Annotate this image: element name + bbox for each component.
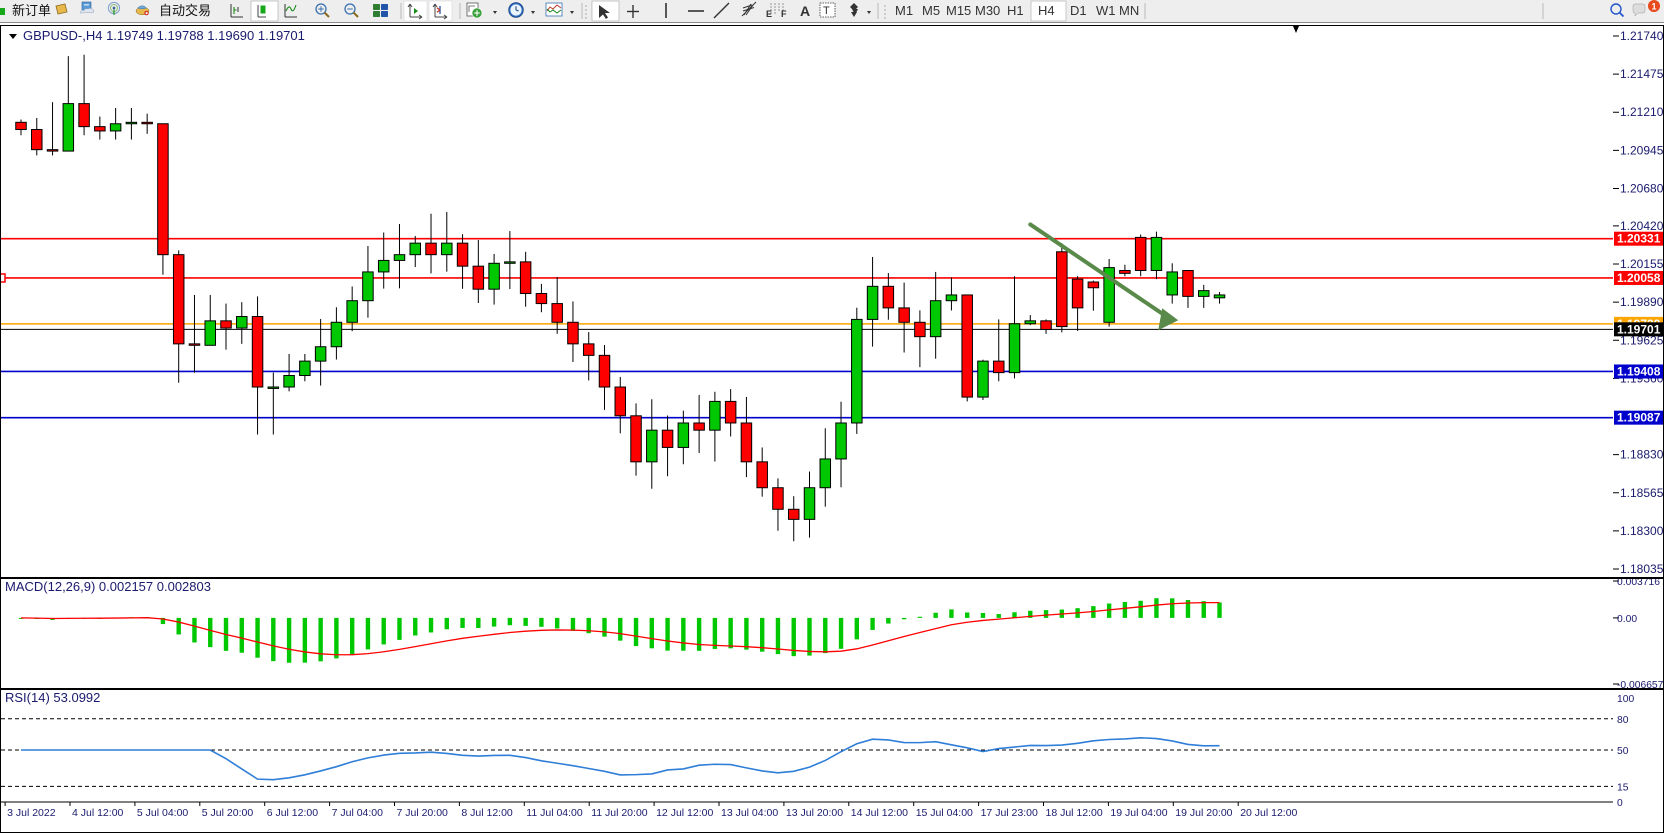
svg-text:M1: M1 (895, 3, 913, 18)
svg-text:1.21475: 1.21475 (1620, 67, 1664, 81)
svg-text:1.18035: 1.18035 (1620, 562, 1664, 576)
svg-text:M30: M30 (975, 3, 1000, 18)
svg-text:1.19701: 1.19701 (1617, 322, 1661, 336)
svg-text:100: 100 (1617, 694, 1634, 705)
svg-text:14 Jul 12:00: 14 Jul 12:00 (851, 807, 908, 819)
svg-text:0: 0 (1617, 798, 1623, 809)
svg-text:自动交易: 自动交易 (159, 3, 211, 18)
svg-text:1: 1 (1651, 2, 1656, 12)
svg-text:8 Jul 12:00: 8 Jul 12:00 (461, 807, 513, 819)
svg-text:1.18300: 1.18300 (1620, 524, 1664, 538)
svg-text:1.20331: 1.20331 (1617, 232, 1661, 246)
svg-text:T: T (823, 5, 830, 17)
svg-text:1.20680: 1.20680 (1620, 181, 1664, 195)
svg-text:新订单: 新订单 (12, 3, 51, 18)
svg-text:7 Jul 04:00: 7 Jul 04:00 (332, 807, 384, 819)
svg-text:MN: MN (1119, 3, 1139, 18)
svg-text:5 Jul 20:00: 5 Jul 20:00 (202, 807, 254, 819)
svg-text:M5: M5 (922, 3, 940, 18)
svg-text:11 Jul 04:00: 11 Jul 04:00 (526, 807, 583, 819)
svg-text:12 Jul 12:00: 12 Jul 12:00 (656, 807, 713, 819)
svg-text:1.20058: 1.20058 (1617, 271, 1661, 285)
svg-text:0.003716: 0.003716 (1617, 579, 1660, 588)
svg-text:M15: M15 (946, 3, 971, 18)
svg-text:RSI(14) 53.0992: RSI(14) 53.0992 (5, 690, 100, 705)
svg-text:-0.006657: -0.006657 (1617, 680, 1664, 689)
svg-text:7 Jul 20:00: 7 Jul 20:00 (397, 807, 449, 819)
svg-text:1.18565: 1.18565 (1620, 486, 1664, 500)
svg-text:H4: H4 (1038, 3, 1055, 18)
svg-text:19 Jul 20:00: 19 Jul 20:00 (1175, 807, 1232, 819)
svg-text:1.21210: 1.21210 (1620, 105, 1664, 119)
svg-text:50: 50 (1617, 746, 1629, 757)
svg-text:1.19087: 1.19087 (1617, 411, 1661, 425)
svg-text:F: F (781, 9, 787, 19)
svg-text:15 Jul 04:00: 15 Jul 04:00 (916, 807, 973, 819)
svg-text:11 Jul 20:00: 11 Jul 20:00 (591, 807, 648, 819)
svg-text:80: 80 (1617, 715, 1629, 726)
svg-text:15: 15 (1617, 782, 1629, 793)
svg-text:18 Jul 12:00: 18 Jul 12:00 (1046, 807, 1103, 819)
svg-text:W1: W1 (1096, 3, 1116, 18)
svg-text:1.19890: 1.19890 (1620, 295, 1664, 309)
svg-text:D1: D1 (1070, 3, 1087, 18)
svg-text:5 Jul 04:00: 5 Jul 04:00 (137, 807, 189, 819)
svg-text:1.18830: 1.18830 (1620, 448, 1664, 462)
svg-text:GBPUSD-,H4 1.19749 1.19788 1: GBPUSD-,H4 1.19749 1.19788 1.19690 1.197… (23, 28, 305, 43)
svg-text:6 Jul 12:00: 6 Jul 12:00 (267, 807, 319, 819)
svg-text:1.19408: 1.19408 (1617, 364, 1661, 378)
svg-text:0.00: 0.00 (1617, 614, 1637, 625)
svg-text:20 Jul 12:00: 20 Jul 12:00 (1240, 807, 1297, 819)
svg-text:MACD(12,26,9) 0.002157 0.00280: MACD(12,26,9) 0.002157 0.002803 (5, 579, 211, 594)
svg-text:13 Jul 20:00: 13 Jul 20:00 (786, 807, 843, 819)
svg-text:1.20155: 1.20155 (1620, 257, 1664, 271)
svg-text:4 Jul 12:00: 4 Jul 12:00 (72, 807, 124, 819)
svg-text:13 Jul 04:00: 13 Jul 04:00 (721, 807, 778, 819)
svg-text:H1: H1 (1007, 3, 1024, 18)
svg-text:19 Jul 04:00: 19 Jul 04:00 (1110, 807, 1167, 819)
svg-text:1.20945: 1.20945 (1620, 143, 1664, 157)
svg-text:A: A (800, 3, 810, 19)
svg-text:3 Jul 2022: 3 Jul 2022 (7, 807, 56, 819)
svg-text:1.21740: 1.21740 (1620, 29, 1664, 43)
svg-text:17 Jul 23:00: 17 Jul 23:00 (981, 807, 1038, 819)
